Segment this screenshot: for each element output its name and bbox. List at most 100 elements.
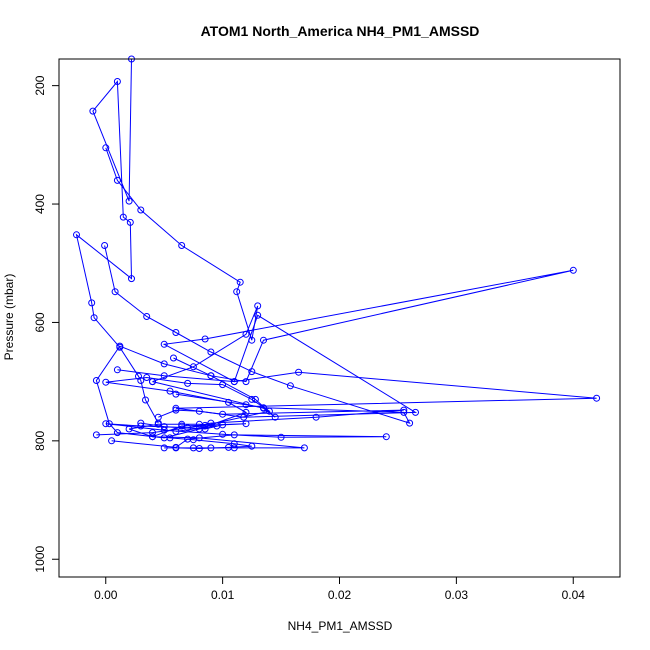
data-point [254,302,262,310]
data-point [248,368,256,376]
series-line [128,423,305,449]
data-point [248,442,256,450]
data-point [154,413,162,421]
data-point [225,398,232,406]
data-point [166,434,174,442]
chart-title: ATOM1 North_America NH4_PM1_AMSSD [201,23,480,39]
data-point [113,78,121,85]
data-point [295,368,303,376]
data-point [219,430,227,438]
data-point [143,374,151,381]
axes: 0.00 0.01 0.02 0.03 0.04 200 400 600 800 1000 [33,75,585,602]
data-point [213,422,221,430]
data-point [230,378,238,386]
data-point [160,423,168,431]
data-point [111,288,119,296]
data-point [172,390,180,398]
data-point [73,231,80,239]
data-points [73,55,601,452]
data-point [236,278,244,286]
data-point [219,410,227,418]
data-point [189,444,197,452]
series-line [105,147,259,383]
data-point [116,342,124,350]
data-point [105,420,113,428]
data-point [172,427,180,435]
data-point [119,213,127,221]
data-point [113,366,121,374]
data-point [137,377,145,384]
series-line [95,345,276,439]
x-tick-label: 0.04 [562,588,586,602]
data-point [101,242,109,249]
data-point [300,444,308,452]
x-tick-label: 0.00 [94,588,118,602]
data-point [382,433,390,441]
data-point [201,425,209,433]
data-point [312,413,320,421]
data-point [128,275,135,283]
data-point [207,419,215,427]
data-point [137,419,145,427]
data-point [189,363,197,371]
data-point [406,419,414,427]
data-point [242,401,250,409]
data-point [207,348,215,356]
data-point [242,330,250,338]
data-point [102,378,110,386]
data-point [170,354,177,362]
data-point [195,434,203,442]
data-point [113,429,121,437]
x-tick-label: 0.01 [211,588,235,602]
data-point [108,437,116,445]
data-point [184,379,192,387]
data-point [137,206,145,214]
data-point [137,422,145,430]
data-point [233,288,241,296]
y-tick-label: 200 [33,75,47,95]
data-point [254,311,262,319]
data-point [149,433,156,441]
data-point [230,444,238,452]
data-point [160,444,168,452]
data-point [271,413,279,421]
data-point [277,433,285,441]
x-axis-label: NH4_PM1_AMSSD [288,619,393,633]
data-point [195,420,203,428]
data-point [260,336,267,344]
data-point [286,382,294,390]
data-point [143,313,151,320]
data-point [207,372,215,380]
data-point [207,444,215,452]
data-point [172,329,180,336]
data-point [248,395,256,403]
data-point [178,420,186,428]
data-point [195,407,203,415]
data-point [230,431,238,439]
y-tick-label: 400 [33,194,47,214]
x-tick-label: 0.03 [445,588,469,602]
data-point [240,413,248,421]
data-point [172,444,180,452]
data-point [569,266,577,274]
data-point [166,387,174,395]
data-point [102,144,110,152]
data-point [160,426,168,434]
data-point [92,431,100,439]
data-point [178,242,186,249]
data-point [126,218,134,226]
data-point [160,360,168,368]
data-point [160,372,168,380]
plot-border [58,58,621,578]
data-point [92,377,100,384]
data-point [149,429,156,437]
data-point [160,340,168,348]
data-point [125,425,133,433]
data-point [149,378,156,386]
data-point [201,335,209,343]
data-point [219,381,227,389]
y-tick-label: 600 [33,312,47,332]
data-point [113,176,121,184]
